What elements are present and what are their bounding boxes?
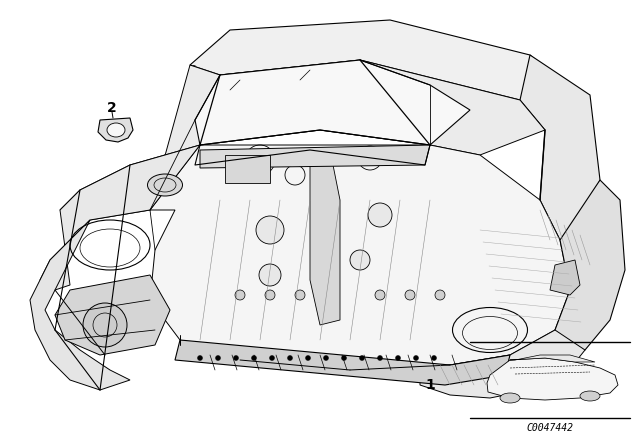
Circle shape xyxy=(431,356,436,361)
Text: C0047442: C0047442 xyxy=(527,423,573,433)
Circle shape xyxy=(252,356,257,361)
Polygon shape xyxy=(555,180,625,365)
Circle shape xyxy=(259,264,281,286)
Circle shape xyxy=(83,303,127,347)
Polygon shape xyxy=(200,145,430,168)
Circle shape xyxy=(234,356,239,361)
Circle shape xyxy=(235,290,245,300)
Polygon shape xyxy=(310,150,340,325)
Circle shape xyxy=(368,203,392,227)
Polygon shape xyxy=(150,145,570,370)
Ellipse shape xyxy=(107,123,125,137)
Circle shape xyxy=(198,356,202,361)
Polygon shape xyxy=(550,260,580,295)
Circle shape xyxy=(435,290,445,300)
Circle shape xyxy=(256,216,284,244)
Polygon shape xyxy=(175,340,510,385)
Circle shape xyxy=(413,356,419,361)
Circle shape xyxy=(360,356,365,361)
Polygon shape xyxy=(60,60,545,220)
Circle shape xyxy=(295,290,305,300)
Text: 2: 2 xyxy=(107,101,117,115)
Text: 1: 1 xyxy=(425,378,435,392)
Ellipse shape xyxy=(580,391,600,401)
Polygon shape xyxy=(520,55,600,240)
Polygon shape xyxy=(195,60,470,145)
Circle shape xyxy=(265,290,275,300)
Circle shape xyxy=(396,356,401,361)
Circle shape xyxy=(350,250,370,270)
Ellipse shape xyxy=(500,393,520,403)
Polygon shape xyxy=(30,220,130,390)
Circle shape xyxy=(323,356,328,361)
Circle shape xyxy=(378,356,383,361)
Polygon shape xyxy=(98,118,133,142)
Polygon shape xyxy=(40,145,200,290)
Polygon shape xyxy=(487,358,618,400)
Ellipse shape xyxy=(237,168,262,182)
FancyBboxPatch shape xyxy=(225,155,270,183)
Polygon shape xyxy=(420,330,585,398)
Circle shape xyxy=(216,356,221,361)
Ellipse shape xyxy=(147,174,182,196)
Circle shape xyxy=(342,356,346,361)
Polygon shape xyxy=(190,20,570,100)
Circle shape xyxy=(405,290,415,300)
Polygon shape xyxy=(510,355,595,362)
Polygon shape xyxy=(55,275,170,355)
Circle shape xyxy=(305,356,310,361)
Circle shape xyxy=(375,290,385,300)
Circle shape xyxy=(269,356,275,361)
Circle shape xyxy=(287,356,292,361)
